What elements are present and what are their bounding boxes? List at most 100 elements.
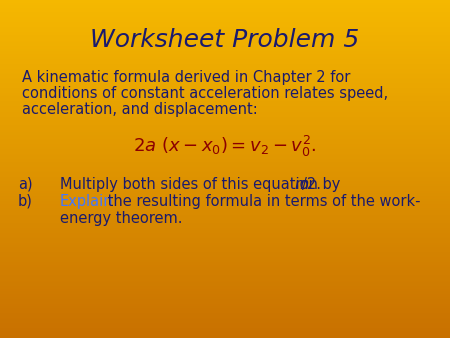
Bar	[0, 39, 450, 41]
Bar	[0, 309, 450, 311]
Bar	[0, 68, 450, 69]
Bar	[0, 335, 450, 336]
Bar	[0, 37, 450, 39]
Bar	[0, 54, 450, 56]
Bar	[0, 110, 450, 112]
Bar	[0, 296, 450, 297]
Bar	[0, 90, 450, 91]
Bar	[0, 252, 450, 254]
Bar	[0, 328, 450, 330]
Bar	[0, 105, 450, 106]
Bar	[0, 294, 450, 296]
Bar	[0, 274, 450, 275]
Bar	[0, 336, 450, 338]
Bar	[0, 331, 450, 333]
Bar	[0, 30, 450, 32]
Bar	[0, 44, 450, 46]
Bar	[0, 316, 450, 318]
Bar	[0, 49, 450, 51]
Bar	[0, 15, 450, 17]
Bar	[0, 299, 450, 301]
Bar	[0, 157, 450, 159]
Bar	[0, 211, 450, 213]
Bar	[0, 27, 450, 29]
Bar	[0, 66, 450, 68]
Bar	[0, 96, 450, 98]
Text: $m$: $m$	[294, 177, 309, 192]
Bar	[0, 71, 450, 73]
Text: b): b)	[18, 194, 33, 209]
Bar	[0, 2, 450, 3]
Bar	[0, 61, 450, 63]
Bar	[0, 35, 450, 37]
Bar	[0, 32, 450, 34]
Bar	[0, 264, 450, 265]
Bar	[0, 164, 450, 166]
Bar	[0, 166, 450, 167]
Bar	[0, 12, 450, 14]
Bar	[0, 25, 450, 27]
Text: a): a)	[18, 177, 32, 192]
Bar	[0, 0, 450, 2]
Bar	[0, 242, 450, 243]
Bar	[0, 112, 450, 113]
Bar	[0, 206, 450, 208]
Bar	[0, 14, 450, 15]
Bar	[0, 228, 450, 230]
Bar	[0, 323, 450, 324]
Bar	[0, 137, 450, 139]
Bar	[0, 56, 450, 57]
Bar	[0, 188, 450, 189]
Bar	[0, 161, 450, 162]
Bar	[0, 284, 450, 286]
Bar	[0, 47, 450, 49]
Bar	[0, 8, 450, 10]
Bar	[0, 149, 450, 150]
Bar	[0, 22, 450, 24]
Bar	[0, 113, 450, 115]
Bar	[0, 106, 450, 108]
Bar	[0, 123, 450, 125]
Bar	[0, 147, 450, 149]
Bar	[0, 73, 450, 74]
Bar	[0, 20, 450, 22]
Bar	[0, 183, 450, 184]
Bar	[0, 201, 450, 203]
Bar	[0, 265, 450, 267]
Bar	[0, 88, 450, 90]
Bar	[0, 306, 450, 308]
Bar	[0, 191, 450, 193]
Bar	[0, 314, 450, 316]
Bar	[0, 243, 450, 245]
Bar	[0, 117, 450, 118]
Bar	[0, 255, 450, 257]
Bar	[0, 333, 450, 335]
Bar	[0, 326, 450, 328]
Bar	[0, 250, 450, 252]
Bar	[0, 42, 450, 44]
Bar	[0, 267, 450, 269]
Bar	[0, 287, 450, 289]
Bar	[0, 330, 450, 331]
Bar	[0, 64, 450, 66]
Bar	[0, 260, 450, 262]
Bar	[0, 63, 450, 64]
Bar	[0, 169, 450, 171]
Bar	[0, 154, 450, 155]
Bar	[0, 10, 450, 12]
Bar	[0, 108, 450, 110]
Bar	[0, 301, 450, 303]
Bar	[0, 289, 450, 291]
Bar	[0, 115, 450, 117]
Bar	[0, 130, 450, 132]
Bar	[0, 230, 450, 232]
Bar	[0, 194, 450, 196]
Bar	[0, 208, 450, 210]
Bar	[0, 304, 450, 306]
Bar	[0, 235, 450, 237]
Bar	[0, 286, 450, 287]
Bar	[0, 225, 450, 226]
Bar	[0, 189, 450, 191]
Bar	[0, 120, 450, 122]
Bar	[0, 277, 450, 279]
